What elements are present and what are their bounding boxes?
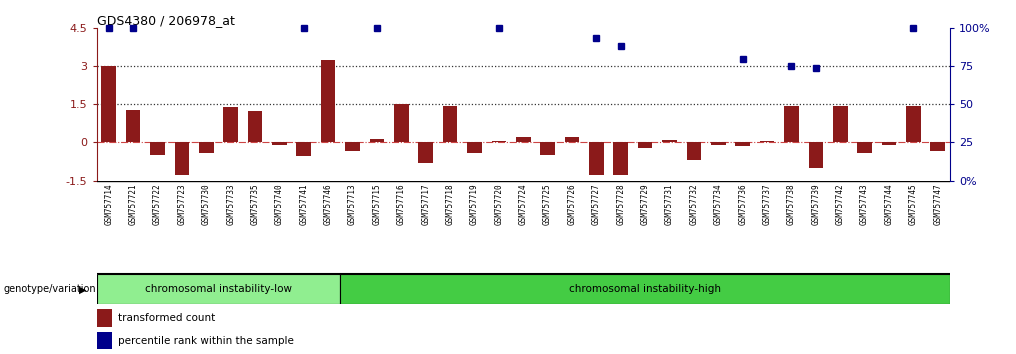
Text: GSM757722: GSM757722 <box>153 183 162 225</box>
Bar <box>906 106 920 142</box>
Bar <box>224 107 238 142</box>
Bar <box>102 67 116 142</box>
Text: GSM757721: GSM757721 <box>129 183 137 225</box>
Bar <box>638 142 652 148</box>
Text: GSM757734: GSM757734 <box>714 183 722 225</box>
Text: chromosomal instability-high: chromosomal instability-high <box>569 284 721 295</box>
Text: GSM757730: GSM757730 <box>202 183 210 225</box>
Bar <box>97 309 112 327</box>
Text: GSM757717: GSM757717 <box>422 183 430 225</box>
Bar <box>175 142 189 176</box>
Text: ▶: ▶ <box>79 284 86 295</box>
Bar <box>784 106 799 142</box>
Text: GSM757729: GSM757729 <box>641 183 649 225</box>
Bar <box>809 142 823 168</box>
Text: GSM757739: GSM757739 <box>812 183 820 225</box>
Text: GSM757719: GSM757719 <box>470 183 479 225</box>
Text: GSM757728: GSM757728 <box>617 183 625 225</box>
Bar <box>419 142 433 163</box>
Bar <box>736 142 750 146</box>
Bar <box>833 106 847 142</box>
Text: GSM757713: GSM757713 <box>348 183 357 225</box>
Text: GSM757746: GSM757746 <box>324 183 332 225</box>
Text: GSM757726: GSM757726 <box>568 183 576 225</box>
Text: GSM757735: GSM757735 <box>251 183 259 225</box>
Text: GSM757731: GSM757731 <box>665 183 674 225</box>
Bar <box>467 142 482 153</box>
Bar <box>614 142 628 176</box>
Bar <box>711 142 725 145</box>
Bar <box>541 142 555 155</box>
Text: GSM757747: GSM757747 <box>934 183 942 225</box>
Text: GSM757724: GSM757724 <box>519 183 527 225</box>
Text: GSM757715: GSM757715 <box>373 183 381 225</box>
Text: GSM757716: GSM757716 <box>397 183 405 225</box>
Text: GSM757714: GSM757714 <box>105 183 113 225</box>
Bar <box>760 141 774 142</box>
Text: GSM757732: GSM757732 <box>690 183 698 225</box>
Bar <box>126 109 140 142</box>
Bar <box>565 137 579 142</box>
Bar <box>248 111 262 142</box>
Bar <box>443 106 457 142</box>
Text: GSM757737: GSM757737 <box>763 183 771 225</box>
Bar <box>858 142 872 153</box>
Bar <box>345 142 360 152</box>
Text: GSM757725: GSM757725 <box>544 183 552 225</box>
Text: GSM757742: GSM757742 <box>836 183 844 225</box>
Text: percentile rank within the sample: percentile rank within the sample <box>118 336 294 346</box>
Text: GDS4380 / 206978_at: GDS4380 / 206978_at <box>97 14 235 27</box>
Bar <box>492 141 506 142</box>
Bar <box>370 139 384 142</box>
Text: GSM757745: GSM757745 <box>909 183 917 225</box>
Bar <box>687 142 701 160</box>
Bar <box>340 274 950 304</box>
Text: GSM757740: GSM757740 <box>275 183 283 225</box>
Text: chromosomal instability-low: chromosomal instability-low <box>145 284 292 295</box>
Text: GSM757723: GSM757723 <box>178 183 186 225</box>
Bar <box>321 60 335 142</box>
Bar <box>150 142 165 155</box>
Bar <box>394 104 408 142</box>
Bar <box>882 142 896 145</box>
Text: GSM757738: GSM757738 <box>787 183 796 225</box>
Text: GSM757743: GSM757743 <box>861 183 869 225</box>
Text: GSM757744: GSM757744 <box>885 183 893 225</box>
Text: genotype/variation: genotype/variation <box>3 284 96 295</box>
Bar <box>97 332 112 349</box>
Text: transformed count: transformed count <box>118 313 215 323</box>
Bar <box>516 137 530 142</box>
Text: GSM757720: GSM757720 <box>495 183 503 225</box>
Bar <box>589 142 604 176</box>
Bar <box>931 142 945 152</box>
Text: GSM757718: GSM757718 <box>446 183 454 225</box>
Bar <box>297 142 311 156</box>
Text: GSM757741: GSM757741 <box>300 183 308 225</box>
Bar <box>199 142 213 153</box>
Bar <box>662 140 677 142</box>
Bar <box>272 142 287 145</box>
Text: GSM757733: GSM757733 <box>227 183 235 225</box>
Text: GSM757736: GSM757736 <box>739 183 747 225</box>
Bar <box>97 274 340 304</box>
Text: GSM757727: GSM757727 <box>592 183 600 225</box>
